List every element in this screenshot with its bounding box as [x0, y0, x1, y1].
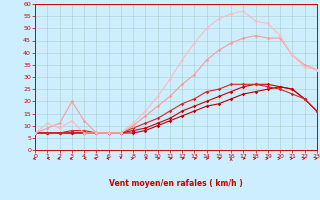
X-axis label: Vent moyen/en rafales ( km/h ): Vent moyen/en rafales ( km/h ): [109, 179, 243, 188]
